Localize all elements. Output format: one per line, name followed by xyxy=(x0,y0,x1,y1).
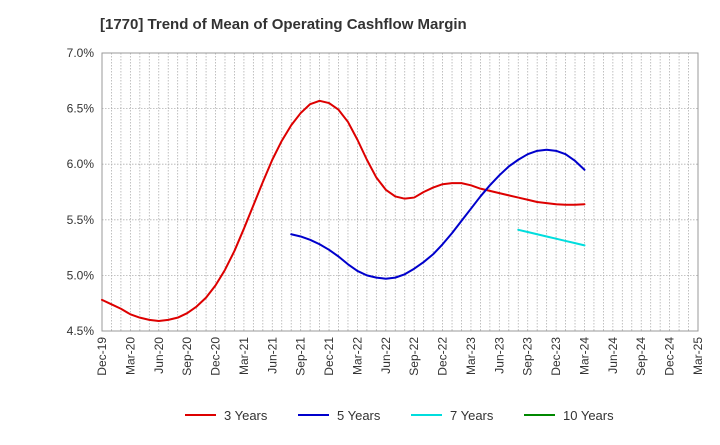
x-tick-label: Jun-21 xyxy=(265,337,279,374)
y-tick-label: 7.0% xyxy=(67,46,95,60)
x-tick-label: Jun-23 xyxy=(492,337,506,374)
x-tick-label: Mar-23 xyxy=(464,337,478,375)
legend-label: 10 Years xyxy=(563,408,614,423)
x-tick-label: Mar-24 xyxy=(577,337,591,375)
x-tick-label: Sep-20 xyxy=(180,337,194,376)
y-tick-label: 5.5% xyxy=(67,213,95,227)
legend-label: 5 Years xyxy=(337,408,381,423)
plot-frame xyxy=(101,52,699,332)
x-tick-label: Dec-20 xyxy=(209,337,223,376)
x-tick-label: Jun-24 xyxy=(606,337,620,374)
legend: 3 Years 5 Years 7 Years 10 Years xyxy=(185,408,614,423)
series-line xyxy=(517,228,586,247)
x-tick-label: Jun-20 xyxy=(152,337,166,374)
x-tick-label: Sep-24 xyxy=(634,337,648,376)
series-lines xyxy=(101,99,586,322)
x-axis: Dec-19 Mar-20 Jun-20 Sep-20 Dec-20 Mar-21 Jun-… xyxy=(95,337,705,376)
y-axis: 4.5% 5.0% 5.5% 6.0% 6.5% 7.0% xyxy=(67,46,95,338)
gridlines xyxy=(102,53,698,331)
x-tick-label: Mar-21 xyxy=(237,337,251,375)
y-tick-label: 6.5% xyxy=(67,102,95,116)
x-tick-label: Jun-22 xyxy=(379,337,393,374)
y-tick-label: 4.5% xyxy=(67,324,95,338)
legend-label: 3 Years xyxy=(224,408,268,423)
chart-title: [1770] Trend of Mean of Operating Cashfl… xyxy=(100,16,467,33)
x-tick-label: Sep-21 xyxy=(294,337,308,376)
x-tick-label: Dec-22 xyxy=(436,337,450,376)
legend-label: 7 Years xyxy=(450,408,494,423)
y-tick-label: 6.0% xyxy=(67,157,95,171)
x-tick-label: Dec-23 xyxy=(549,337,563,376)
series-line xyxy=(101,99,586,322)
x-tick-label: Sep-23 xyxy=(521,337,535,376)
x-tick-label: Mar-25 xyxy=(691,337,705,375)
x-tick-label: Dec-19 xyxy=(95,337,109,376)
x-tick-label: Dec-21 xyxy=(322,337,336,376)
x-tick-label: Dec-24 xyxy=(663,337,677,376)
x-tick-label: Mar-22 xyxy=(350,337,364,375)
y-tick-label: 5.0% xyxy=(67,268,95,282)
x-tick-label: Sep-22 xyxy=(407,337,421,376)
series-line xyxy=(290,148,586,280)
x-tick-label: Mar-20 xyxy=(123,337,137,375)
